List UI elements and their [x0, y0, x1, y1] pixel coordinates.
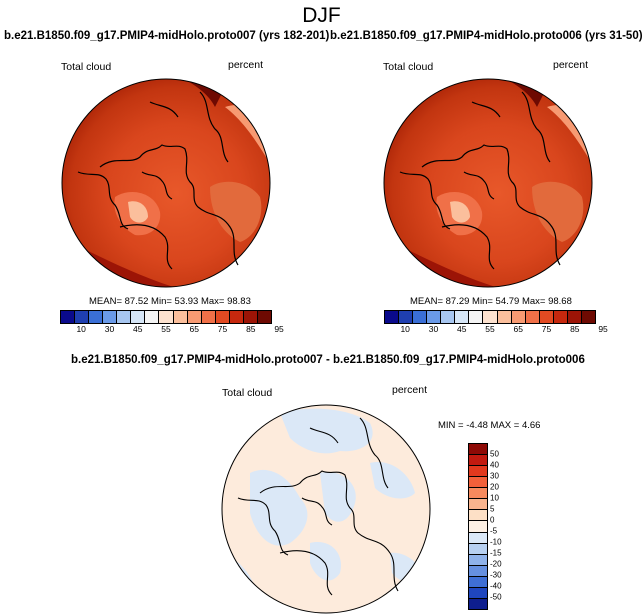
colorbar-swatch — [469, 543, 487, 555]
colorbar-panel-1: 10 30 45 55 65 75 85 95 — [60, 310, 284, 336]
colorbar-swatch — [257, 311, 271, 323]
colorbar-swatch — [469, 565, 487, 577]
diff-panel-stats: MIN = -4.48 MAX = 4.66 — [438, 420, 541, 431]
colorbar-swatch — [145, 311, 160, 323]
colorbar-swatch — [469, 444, 487, 456]
panel-2-stats: MEAN= 87.29 Min= 54.79 Max= 98.68 — [410, 296, 572, 307]
colorbar-swatch — [469, 477, 487, 489]
colorbar-tick-label: -15 — [490, 548, 502, 558]
colorbar-tick-label: 85 — [570, 324, 580, 334]
colorbar-swatch — [399, 311, 414, 323]
panel-2-units-label: percent — [553, 59, 589, 71]
colorbar-swatch — [229, 311, 244, 323]
colorbar-swatch — [103, 311, 118, 323]
colorbar-tick-label: 55 — [485, 324, 495, 334]
colorbar-tick-label: 55 — [161, 324, 171, 334]
colorbar-swatch — [413, 311, 428, 323]
colorbar-swatch — [469, 587, 487, 599]
colorbar-swatch — [469, 521, 487, 533]
panel-1-title: b.e21.B1850.f09_g17.PMIP4-midHolo.proto0… — [4, 30, 330, 42]
diff-polar-map — [221, 404, 431, 614]
main-title: DJF — [302, 4, 341, 27]
colorbar-swatch — [469, 466, 487, 478]
colorbar-tick-label: 10 — [490, 493, 499, 503]
colorbar-tick-label: 30 — [490, 471, 499, 481]
panel-1-units-label: percent — [228, 59, 264, 71]
colorbar-swatch — [469, 510, 487, 522]
colorbar-swatch — [483, 311, 498, 323]
colorbar-swatch — [581, 311, 595, 323]
diff-panel-title: b.e21.B1850.f09_g17.PMIP4-midHolo.proto0… — [71, 354, 585, 366]
colorbar-tick-label: 95 — [598, 324, 608, 334]
colorbar-diff-swatches — [468, 443, 488, 610]
colorbar-swatch — [441, 311, 456, 323]
colorbar-swatch — [469, 499, 487, 511]
colorbar-diff: 50 40 30 20 10 5 0 -5 -10 -15 -20 -30 -40 -50 — [468, 443, 528, 610]
colorbar-swatch — [567, 311, 582, 323]
diff-panel-units-label: percent — [392, 384, 428, 396]
colorbar-swatch — [469, 554, 487, 566]
colorbar-tick-label: 45 — [456, 324, 467, 334]
panel-1-variable-label: Total cloud — [61, 61, 112, 73]
colorbar-2-ticks: 10 30 45 55 65 75 85 95 — [384, 324, 607, 336]
colorbar-swatch — [131, 311, 146, 323]
colorbar-2-swatches — [384, 310, 596, 324]
colorbar-tick-label: 65 — [189, 324, 199, 334]
colorbar-tick-label: 0 — [490, 515, 495, 525]
colorbar-tick-label: -50 — [490, 592, 502, 602]
panel-1-polar-map — [61, 78, 271, 288]
colorbar-swatch — [243, 311, 258, 323]
colorbar-tick-label: 75 — [217, 324, 228, 334]
colorbar-swatch — [469, 598, 487, 609]
colorbar-tick-label: 10 — [400, 324, 410, 334]
colorbar-tick-label: 50 — [490, 449, 499, 459]
colorbar-swatch — [427, 311, 442, 323]
colorbar-tick-label: -30 — [490, 570, 502, 580]
colorbar-tick-label: 30 — [428, 324, 439, 334]
colorbar-tick-label: 65 — [513, 324, 523, 334]
colorbar-swatch — [539, 311, 554, 323]
colorbar-swatch — [497, 311, 512, 323]
colorbar-panel-2: 10 30 45 55 65 75 85 95 — [384, 310, 608, 336]
colorbar-tick-label: -40 — [490, 581, 502, 591]
colorbar-swatch — [469, 532, 487, 544]
colorbar-tick-label: 20 — [490, 482, 499, 492]
colorbar-swatch — [469, 311, 484, 323]
colorbar-tick-label: 45 — [132, 324, 143, 334]
panel-2-variable-label: Total cloud — [383, 61, 434, 73]
panel-2-title: b.e21.B1850.f09_g17.PMIP4-midHolo.proto0… — [330, 30, 643, 42]
colorbar-swatch — [385, 311, 400, 323]
colorbar-tick-label: 30 — [104, 324, 115, 334]
colorbar-tick-label: 10 — [76, 324, 86, 334]
colorbar-swatch — [553, 311, 568, 323]
colorbar-tick-label: 95 — [274, 324, 284, 334]
colorbar-tick-label: 75 — [541, 324, 552, 334]
colorbar-tick-label: 5 — [490, 504, 495, 514]
colorbar-1-swatches — [60, 310, 272, 324]
colorbar-swatch — [159, 311, 174, 323]
colorbar-swatch — [511, 311, 526, 323]
colorbar-tick-label: -20 — [490, 559, 502, 569]
colorbar-swatch — [469, 488, 487, 500]
colorbar-swatch — [469, 576, 487, 588]
colorbar-swatch — [61, 311, 76, 323]
diff-panel-variable-label: Total cloud — [222, 387, 273, 399]
colorbar-swatch — [525, 311, 540, 323]
colorbar-swatch — [201, 311, 216, 323]
panel-2-polar-map — [383, 78, 593, 288]
colorbar-swatch — [117, 311, 132, 323]
panel-1-stats: MEAN= 87.52 Min= 53.93 Max= 98.83 — [89, 296, 251, 307]
colorbar-swatch — [89, 311, 104, 323]
colorbar-swatch — [455, 311, 470, 323]
colorbar-swatch — [173, 311, 188, 323]
colorbar-tick-label: 40 — [490, 460, 499, 470]
colorbar-swatch — [215, 311, 230, 323]
colorbar-tick-label: -10 — [490, 537, 502, 547]
colorbar-tick-label: 85 — [246, 324, 256, 334]
colorbar-tick-label: -5 — [490, 526, 498, 536]
colorbar-swatch — [187, 311, 202, 323]
colorbar-swatch — [75, 311, 90, 323]
colorbar-swatch — [469, 455, 487, 467]
colorbar-1-ticks: 10 30 45 55 65 75 85 95 — [60, 324, 283, 336]
